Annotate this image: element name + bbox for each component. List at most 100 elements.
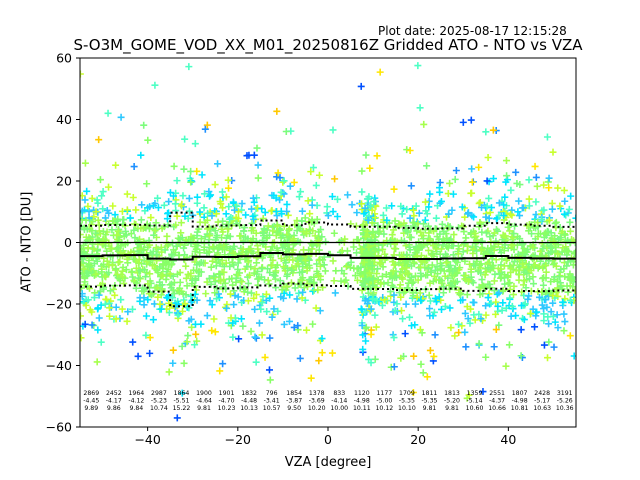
scatter-point (200, 246, 208, 254)
scatter-point (359, 221, 367, 229)
scatter-point (184, 332, 192, 340)
scatter-point (447, 324, 455, 332)
scatter-point (492, 310, 500, 318)
scatter-point (487, 238, 495, 246)
scatter-point (177, 229, 185, 237)
scatter-point (246, 271, 254, 279)
scatter-point (353, 276, 361, 284)
scatter-point (255, 319, 263, 327)
scatter-point (308, 201, 316, 209)
scatter-point (449, 277, 457, 285)
scatter-point (431, 294, 439, 302)
scatter-point (123, 190, 131, 198)
scatter-point (141, 239, 149, 247)
scatter-point (182, 262, 190, 270)
x-axis-label: VZA [degree] (284, 455, 372, 470)
scatter-point (123, 206, 131, 214)
scatter-point (415, 209, 423, 217)
scatter-point (485, 290, 493, 298)
scatter-point (178, 342, 186, 350)
scatter-point (567, 192, 575, 200)
scatter-point (236, 232, 244, 240)
scatter-point (193, 245, 201, 253)
scatter-point (129, 273, 137, 281)
scatter-point (403, 205, 411, 213)
scatter-point (238, 278, 246, 286)
scatter-point (552, 288, 560, 296)
scatter-point (170, 290, 178, 298)
scatter-point (570, 352, 576, 360)
scatter-point (519, 240, 527, 248)
scatter-point (389, 226, 397, 234)
scatter-point (229, 319, 237, 327)
scatter-point (88, 321, 96, 329)
scatter-point (105, 183, 113, 191)
scatter-point (453, 259, 461, 267)
scatter-point (171, 200, 179, 208)
scatter-point (426, 346, 434, 354)
scatter-point (367, 202, 375, 210)
scatter-point (112, 315, 120, 323)
scatter-point (126, 214, 134, 222)
scatter-point (92, 229, 100, 237)
bin-count: 2869 (83, 390, 99, 397)
scatter-point (485, 214, 493, 222)
scatter-points (80, 62, 576, 422)
scatter-point (83, 187, 91, 195)
scatter-point (177, 219, 185, 227)
scatter-point (176, 278, 184, 286)
scatter-point (410, 260, 418, 268)
scatter-point (114, 227, 122, 235)
scatter-point (322, 238, 330, 246)
scatter-point (478, 276, 486, 284)
scatter-point (294, 260, 302, 268)
bin-std: 10.63 (533, 405, 551, 412)
scatter-point (388, 202, 396, 210)
scatter-point (391, 217, 399, 225)
y-tick-label: 60 (56, 51, 72, 66)
scatter-point (481, 271, 489, 279)
scatter-point (492, 256, 500, 264)
scatter-point (435, 293, 443, 301)
scatter-point (540, 317, 548, 325)
scatter-point (566, 270, 574, 278)
scatter-point (381, 296, 389, 304)
scatter-point (568, 276, 576, 284)
scatter-point (554, 184, 562, 192)
scatter-point (154, 284, 162, 292)
scatter-point (506, 279, 514, 287)
scatter-point (388, 231, 396, 239)
scatter-point (369, 295, 377, 303)
scatter-point (144, 280, 152, 288)
scatter-point (81, 274, 89, 282)
scatter-point (276, 174, 284, 182)
bin-mean: -4.17 (106, 398, 122, 405)
scatter-point (390, 291, 398, 299)
scatter-point (306, 210, 314, 218)
scatter-point (510, 282, 518, 290)
scatter-point (423, 240, 431, 248)
scatter-point (375, 229, 383, 237)
scatter-point (294, 322, 302, 330)
scatter-point (426, 297, 434, 305)
scatter-point (429, 312, 437, 320)
scatter-point (560, 210, 568, 218)
scatter-point (547, 308, 555, 316)
scatter-point (497, 273, 505, 281)
scatter-point (309, 164, 317, 172)
scatter-point (118, 305, 126, 313)
scatter-point (203, 312, 211, 320)
scatter-point (516, 212, 524, 220)
scatter-point (470, 311, 478, 319)
scatter-point (84, 244, 92, 252)
scatter-point (367, 305, 375, 313)
scatter-point (371, 245, 379, 253)
scatter-point (208, 212, 216, 220)
scatter-point (149, 247, 157, 255)
scatter-point (540, 274, 548, 282)
scatter-point (554, 250, 562, 258)
scatter-point (529, 305, 537, 313)
scatter-point (438, 262, 446, 270)
bin-std: 10.20 (308, 405, 326, 412)
scatter-point (187, 292, 195, 300)
